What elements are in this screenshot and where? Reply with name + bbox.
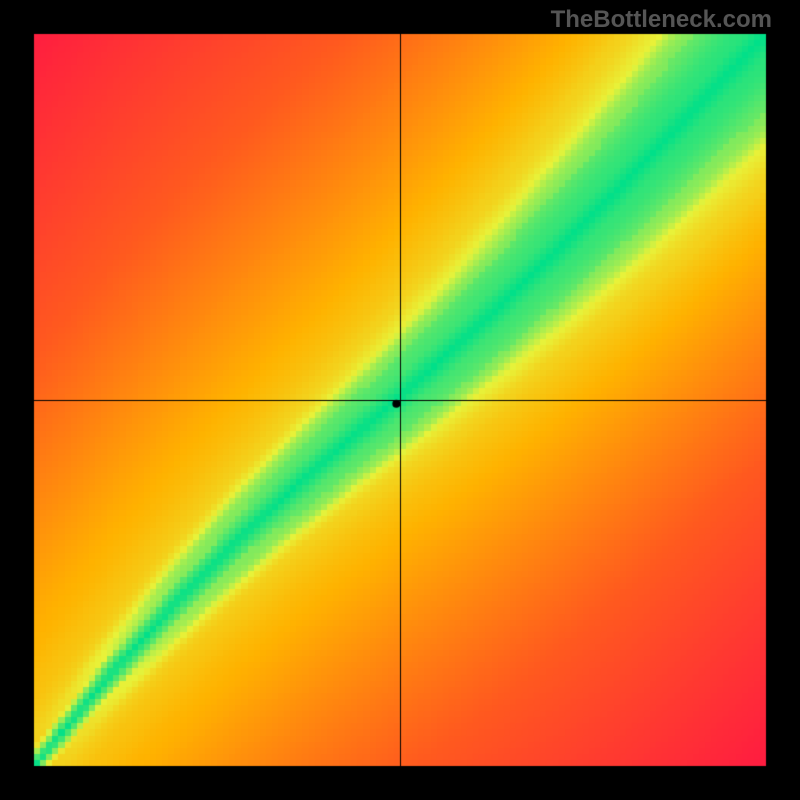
watermark-text: TheBottleneck.com: [551, 6, 772, 34]
chart-container: TheBottleneck.com: [0, 0, 800, 800]
bottleneck-heatmap: [0, 0, 800, 800]
